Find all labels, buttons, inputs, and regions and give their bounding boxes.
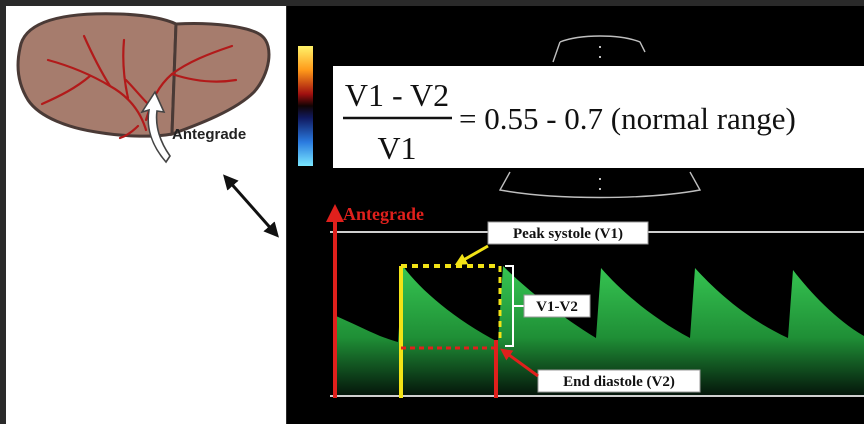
liver-flow-label: Antegrade bbox=[172, 126, 246, 143]
equation-numerator: V1 - V2 bbox=[345, 77, 449, 113]
sector-center-dots bbox=[599, 46, 601, 190]
antegrade-arrowhead-icon bbox=[326, 204, 344, 222]
trough-label-box bbox=[537, 369, 701, 393]
hepatic-vessels bbox=[40, 34, 238, 140]
waveform-direction-label: Antegrade bbox=[343, 204, 424, 224]
liver-left-lobe bbox=[170, 22, 271, 137]
waveform-fill bbox=[336, 266, 864, 396]
delta-label: V1-V2 bbox=[536, 299, 578, 315]
connector-arrow-icon bbox=[223, 174, 279, 238]
end-diastole-label: End diastole (V2) bbox=[563, 374, 675, 390]
equation-denominator: V1 bbox=[377, 130, 416, 166]
sector-fan-outline bbox=[498, 35, 702, 199]
flow-arrow-icon bbox=[140, 90, 171, 164]
peak-pointer-icon bbox=[454, 244, 489, 265]
liver-illustration bbox=[16, 12, 271, 164]
peak-label-box bbox=[487, 221, 649, 245]
equation: V1 - V2 V1 = 0.55 - 0.7 (normal range) bbox=[343, 77, 796, 166]
color-scale-bar bbox=[298, 46, 313, 166]
equation-result: = 0.55 - 0.7 (normal range) bbox=[459, 101, 796, 136]
peak-systole-label: Peak systole (V1) bbox=[513, 226, 623, 242]
doppler-waveform bbox=[336, 266, 864, 396]
delta-label-box bbox=[523, 294, 591, 318]
trough-pointer-icon bbox=[500, 348, 539, 378]
